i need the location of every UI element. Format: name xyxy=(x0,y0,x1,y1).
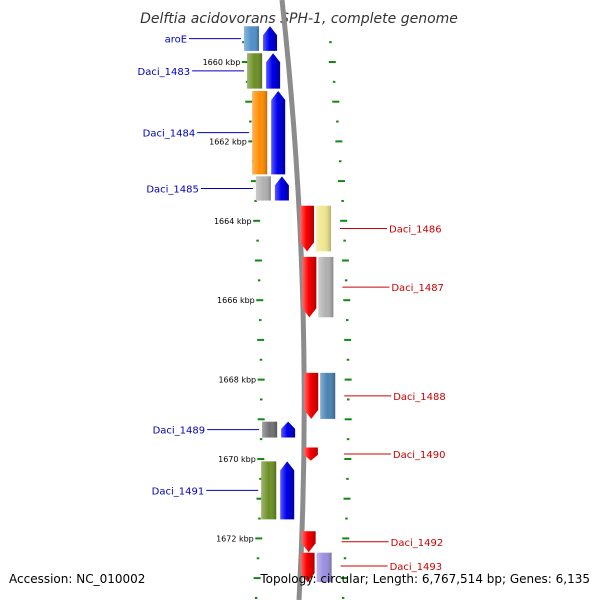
gene-label[interactable]: Daci_1491 xyxy=(152,486,205,497)
gene-daci-1483[interactable]: Daci_1483 xyxy=(138,53,281,89)
gene-daci-1487[interactable]: Daci_1487 xyxy=(302,256,444,318)
reverse-strand-arrow xyxy=(304,372,319,419)
gene-label[interactable]: Daci_1487 xyxy=(391,283,444,294)
reverse-strand-arrow xyxy=(302,256,317,318)
gene-label[interactable]: Daci_1489 xyxy=(153,426,206,437)
gene-daci-1492[interactable]: Daci_1492 xyxy=(301,531,444,553)
forward-strand-arrow xyxy=(281,421,296,438)
ruler-label: 1664 kbp xyxy=(214,217,252,226)
cog-bar-shading xyxy=(316,552,332,583)
topology-text: Topology: circular; Length: 6,767,514 bp… xyxy=(260,572,590,586)
map-title: Delftia acidovorans SPH-1, complete geno… xyxy=(140,11,458,27)
gene-aroe[interactable]: aroE xyxy=(165,26,278,51)
reverse-strand-arrow xyxy=(303,447,318,461)
ruler-label: 1660 kbp xyxy=(203,58,241,67)
gene-label[interactable]: Daci_1483 xyxy=(138,67,191,78)
gene-daci-1490[interactable]: Daci_1490 xyxy=(303,447,446,461)
ruler-label: 1672 kbp xyxy=(216,534,254,543)
gene-label[interactable]: Daci_1484 xyxy=(143,129,196,140)
gene-label[interactable]: Daci_1490 xyxy=(393,450,446,461)
gene-daci-1489[interactable]: Daci_1489 xyxy=(153,421,296,438)
gene-label[interactable]: Daci_1486 xyxy=(389,225,442,236)
cog-bar-shading xyxy=(252,90,268,175)
ruler-labels: 1660 kbp 1662 kbp 1664 kbp 1666 kbp 1668 kbp… xyxy=(203,58,257,543)
gene-daci-1484[interactable]: Daci_1484 xyxy=(143,90,286,175)
cog-bar-shading xyxy=(255,176,271,201)
reverse-strand-arrow xyxy=(300,552,315,583)
ruler-label: 1668 kbp xyxy=(218,376,256,385)
ruler-label: 1662 kbp xyxy=(209,137,247,146)
forward-strand-arrow xyxy=(271,90,286,175)
cog-bar-shading xyxy=(261,461,277,520)
gene-label[interactable]: Daci_1492 xyxy=(391,538,444,549)
cog-bar-shading xyxy=(262,421,278,438)
cog-bar-shading xyxy=(320,372,336,419)
forward-strand-arrow xyxy=(280,461,295,520)
gene-label[interactable]: Daci_1485 xyxy=(146,184,199,195)
gene-daci-1485[interactable]: Daci_1485 xyxy=(146,176,289,201)
cog-bar-shading xyxy=(316,205,332,252)
gene-daci-1488[interactable]: Daci_1488 xyxy=(304,372,446,419)
cog-bar-shading xyxy=(318,256,334,318)
cog-bar-shading xyxy=(247,53,263,89)
gene-daci-1486[interactable]: Daci_1486 xyxy=(300,205,442,252)
forward-strand-arrow xyxy=(266,53,281,89)
gene-label[interactable]: Daci_1488 xyxy=(393,392,446,403)
right-ruler-ticks xyxy=(328,41,352,599)
ruler-label: 1670 kbp xyxy=(218,455,256,464)
gene-daci-1491[interactable]: Daci_1491 xyxy=(152,461,295,520)
forward-strand-arrow xyxy=(263,26,278,51)
gene-features: aroE Daci_1483 Daci_1484 Daci_1485 Daci_1486… xyxy=(138,26,446,583)
gene-label[interactable]: Daci_1493 xyxy=(390,562,443,573)
cog-bar-shading xyxy=(244,26,260,51)
reverse-strand-arrow xyxy=(300,205,315,252)
accession-text: Accession: NC_010002 xyxy=(9,572,146,586)
gene-label[interactable]: aroE xyxy=(165,35,187,46)
reverse-strand-arrow xyxy=(301,531,316,553)
ruler-label: 1666 kbp xyxy=(217,296,255,305)
forward-strand-arrow xyxy=(274,176,289,201)
gene-daci-1493[interactable]: Daci_1493 xyxy=(300,552,443,583)
